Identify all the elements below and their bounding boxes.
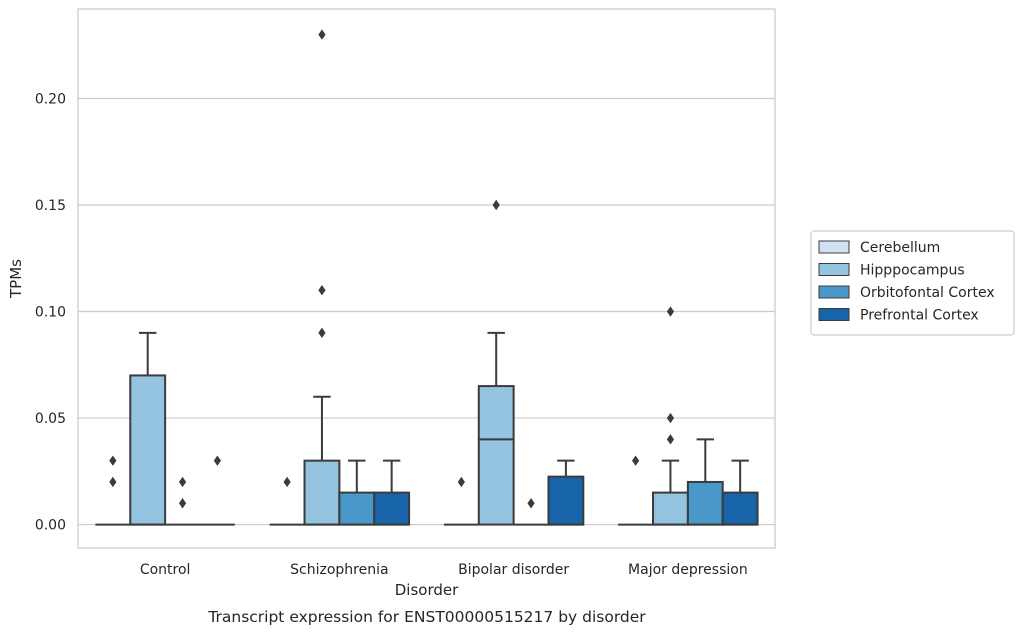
box-body bbox=[477, 385, 515, 526]
box-control-prefrontal-cortex bbox=[199, 455, 235, 526]
x-tick-label: Major depression bbox=[628, 562, 748, 578]
outlier-point bbox=[109, 476, 117, 488]
outlier-point bbox=[492, 199, 500, 211]
box-major-depression-cerebellum bbox=[618, 455, 654, 526]
legend-swatch bbox=[818, 263, 850, 276]
box-bipolar-disorder-cerebellum bbox=[443, 476, 479, 526]
y-tick-label: 0.00 bbox=[35, 518, 66, 534]
box-body bbox=[652, 491, 689, 526]
box-schizophrenia-hipppocampus bbox=[303, 29, 341, 526]
outlier-point bbox=[666, 434, 675, 445]
outlier-point bbox=[283, 476, 291, 488]
legend-label: Prefrontal Cortex bbox=[860, 308, 979, 324]
outlier-point bbox=[318, 285, 326, 296]
outlier-point bbox=[178, 476, 187, 488]
outlier-point bbox=[457, 476, 465, 488]
legend-frame bbox=[810, 230, 1015, 336]
plot-area-frame bbox=[77, 8, 776, 549]
legend-label: Cerebellum bbox=[860, 240, 940, 256]
box-body bbox=[129, 374, 167, 526]
box-schizophrenia-prefrontal-cortex bbox=[373, 459, 411, 526]
box-body bbox=[373, 491, 411, 526]
x-tick-label: Control bbox=[140, 562, 191, 578]
box-plots bbox=[95, 29, 759, 526]
box-body bbox=[303, 459, 341, 526]
y-axis-label: TPMs bbox=[7, 259, 25, 299]
outlier-point bbox=[318, 29, 326, 40]
box-control-cerebellum bbox=[95, 455, 131, 526]
x-tick-label: Bipolar disorder bbox=[458, 562, 569, 578]
legend-label: Hipppocampus bbox=[860, 263, 965, 279]
x-tick-labels: Control Schizophrenia Bipolar disorder Majo… bbox=[140, 562, 748, 578]
outlier-point bbox=[109, 455, 117, 466]
legend-swatch bbox=[818, 308, 850, 321]
box-bipolar-disorder-hipppocampus bbox=[477, 199, 515, 526]
box-major-depression-prefrontal-cortex bbox=[721, 459, 759, 526]
legend-label: Orbitofontal Cortex bbox=[860, 285, 995, 301]
outlier-point bbox=[632, 455, 640, 466]
box-control-hipppocampus bbox=[129, 331, 167, 526]
box-major-depression-hipppocampus bbox=[652, 306, 689, 526]
legend-swatch bbox=[818, 240, 850, 254]
box-body bbox=[338, 491, 376, 526]
y-tick-label: 0.15 bbox=[35, 198, 66, 214]
x-tick-label: Schizophrenia bbox=[290, 562, 388, 578]
outlier-point bbox=[178, 498, 187, 509]
y-tick-label: 0.10 bbox=[35, 305, 66, 321]
y-tick-label: 0.20 bbox=[35, 91, 66, 107]
box-schizophrenia-orbitofontal-cortex bbox=[338, 459, 376, 526]
outlier-point bbox=[666, 306, 675, 317]
box-control-orbitofontal-cortex bbox=[165, 476, 200, 526]
outlier-point bbox=[527, 498, 535, 509]
legend: Cerebellum Hipppocampus Orbitofontal Corte… bbox=[810, 230, 1015, 336]
y-tick-label: 0.05 bbox=[35, 411, 66, 427]
outlier-point bbox=[666, 412, 675, 424]
box-bipolar-disorder-prefrontal-cortex bbox=[547, 459, 585, 526]
box-body bbox=[721, 491, 759, 526]
box-schizophrenia-cerebellum bbox=[269, 476, 305, 526]
box-body bbox=[686, 480, 724, 526]
outlier-point bbox=[318, 327, 326, 339]
legend-swatch bbox=[818, 285, 850, 299]
chart-caption: Transcript expression for ENST0000051521… bbox=[207, 608, 646, 626]
y-tick-labels: 0.00 0.05 0.10 0.15 0.20 bbox=[35, 91, 66, 533]
x-axis-label: Disorder bbox=[395, 581, 459, 599]
box-body bbox=[547, 475, 585, 526]
box-bipolar-disorder-orbitofontal-cortex bbox=[513, 498, 549, 526]
box-major-depression-orbitofontal-cortex bbox=[686, 438, 724, 526]
outlier-point bbox=[213, 455, 221, 466]
